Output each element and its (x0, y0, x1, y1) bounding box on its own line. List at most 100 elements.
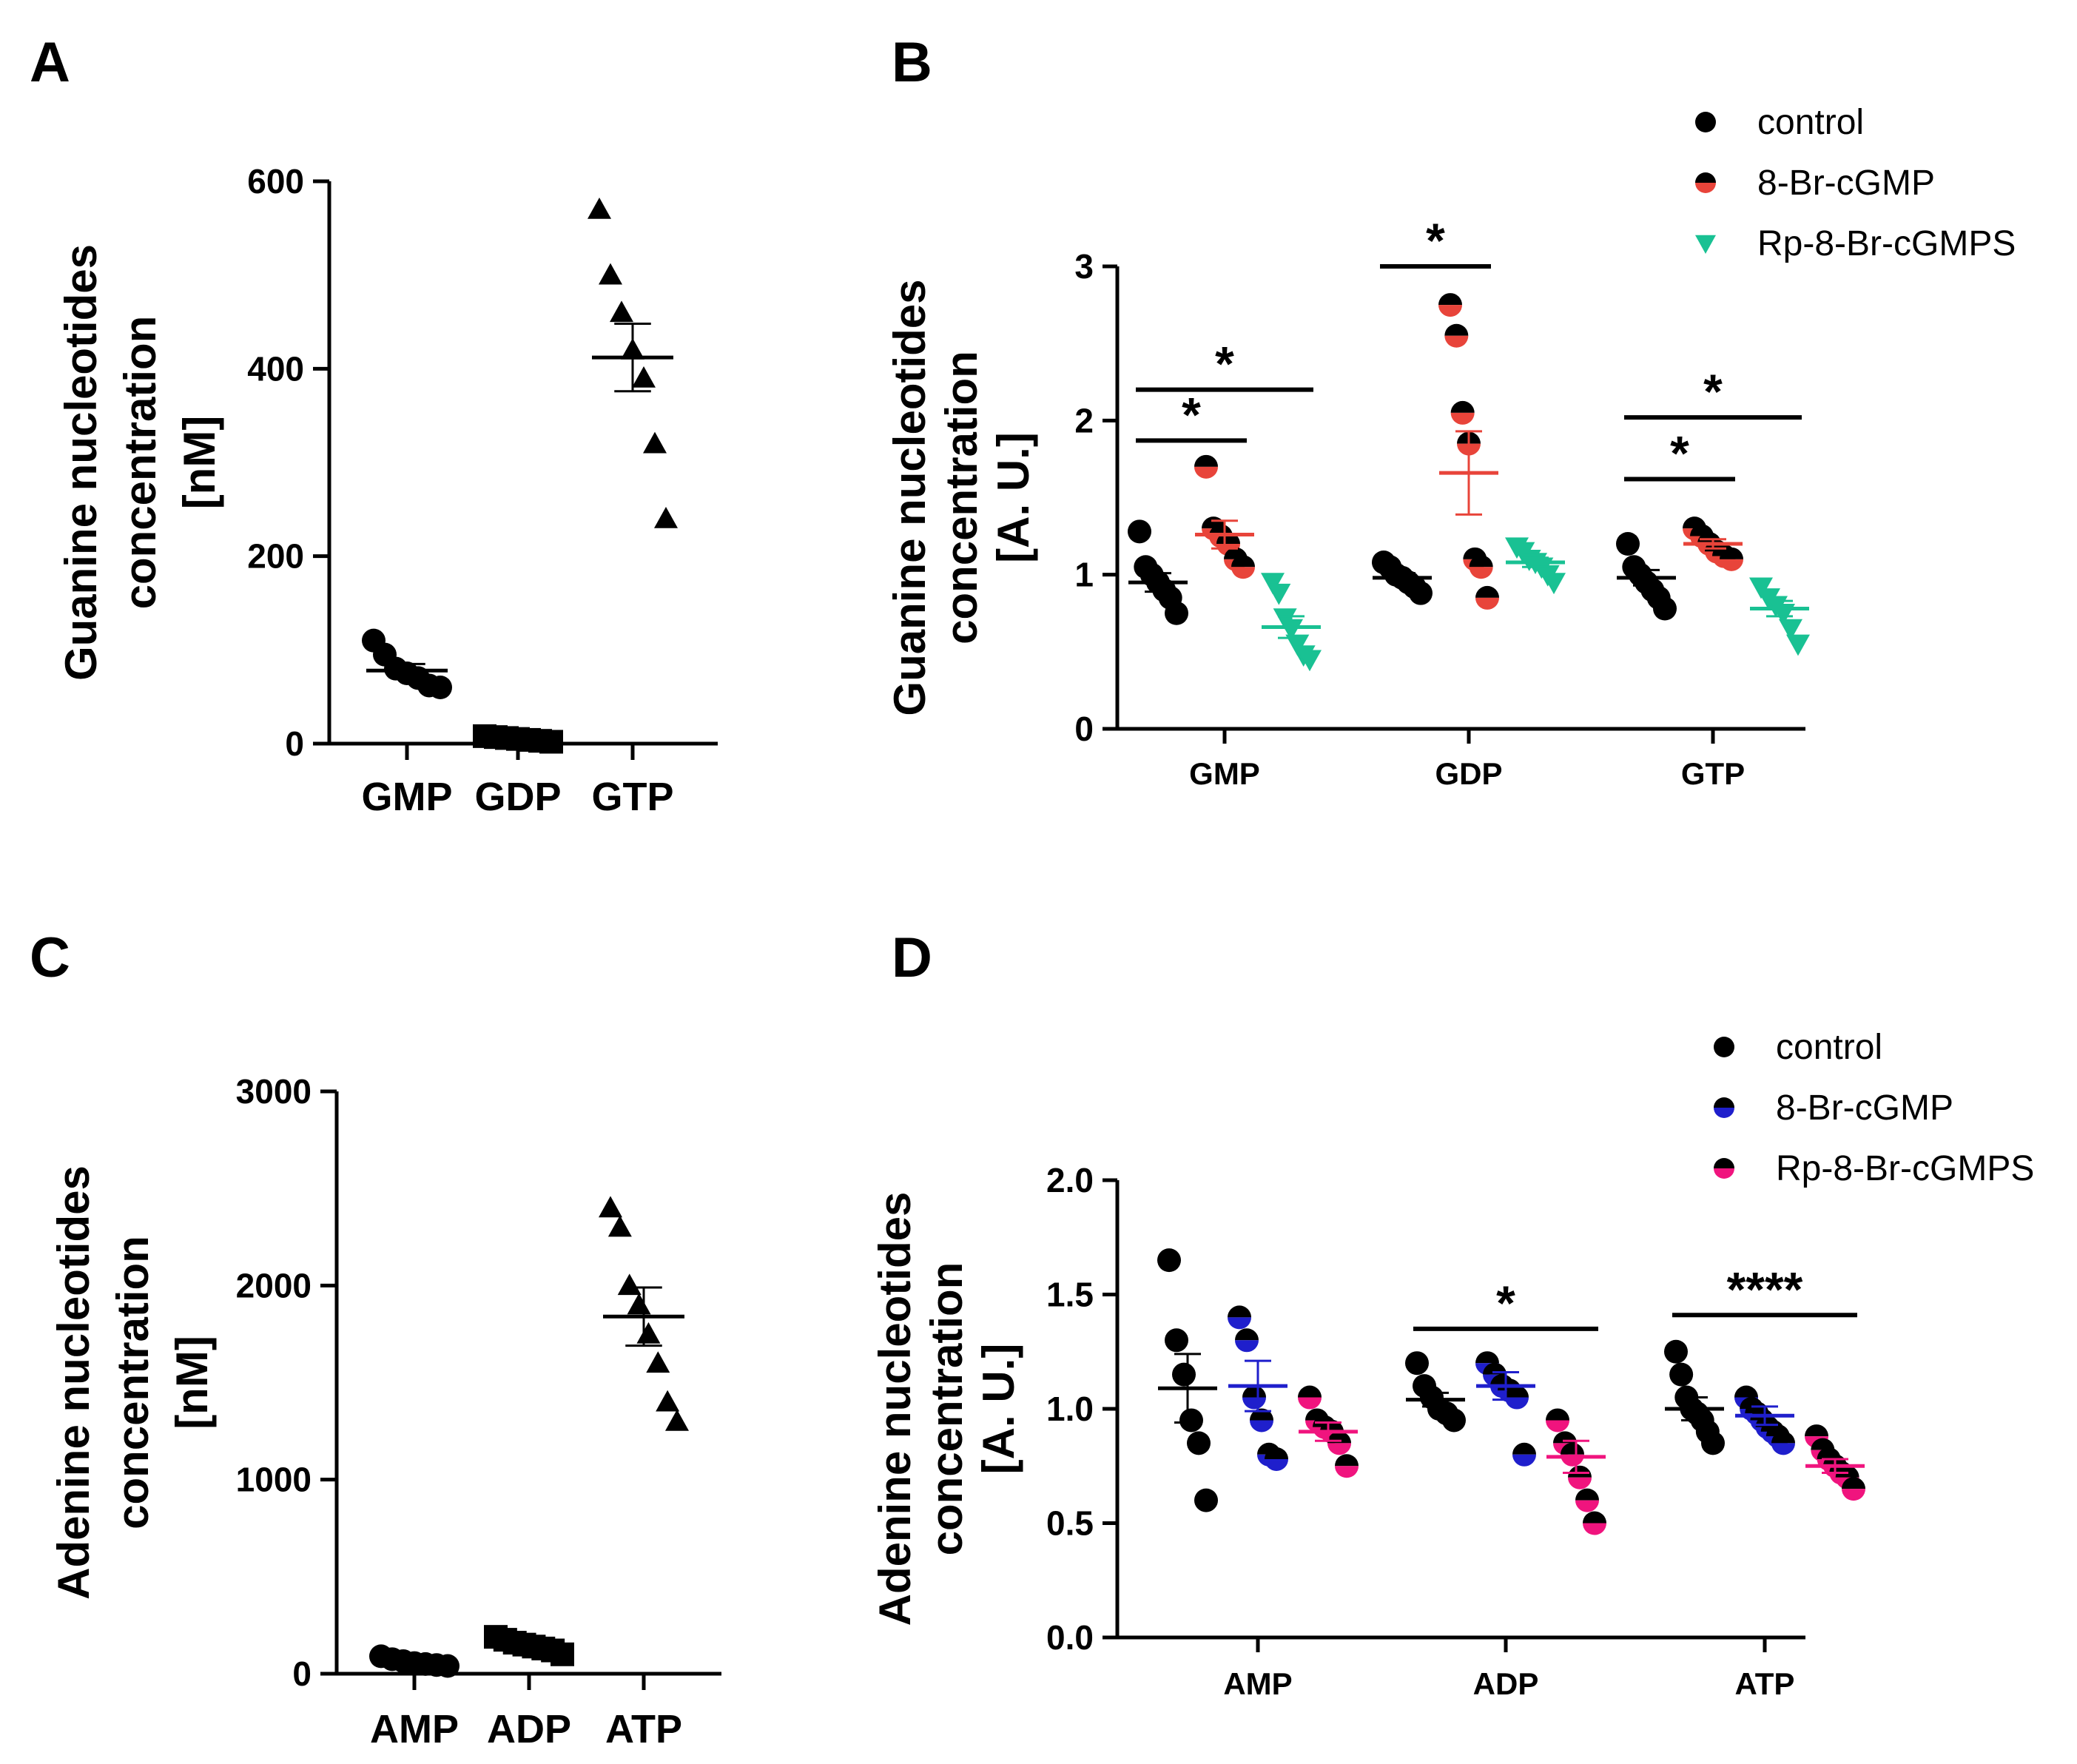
data-point (436, 1654, 460, 1678)
data-point (1616, 532, 1640, 556)
data-point (1235, 1340, 1259, 1353)
panel-C: C 0 1000 2000 3000 AMP ADP ATP Adenine nucleotid… (30, 926, 721, 1751)
y-tick-label: 1000 (236, 1461, 312, 1499)
data-point (1701, 1431, 1725, 1455)
x-tick-label: ATP (1735, 1666, 1795, 1701)
y-tick-label: 2000 (236, 1266, 312, 1305)
y-tick-label: 1.5 (1046, 1276, 1094, 1314)
legend: control 8-Br-cGMP Rp-8-Br-cGMPS (1695, 103, 2016, 263)
x-tick-label: GTP (591, 775, 673, 819)
significance-label: * (1215, 337, 1234, 391)
significance-label: * (1496, 1276, 1515, 1330)
y-axis-label: Guanine nucleotides (56, 244, 106, 681)
legend: control 8-Br-cGMP Rp-8-Br-cGMPS (1714, 1028, 2034, 1188)
data-point (1546, 1420, 1569, 1433)
data-point (1835, 1465, 1859, 1478)
data-point (1405, 1351, 1429, 1376)
data-point (617, 1273, 642, 1296)
data-point (1409, 581, 1433, 605)
legend-marker (1695, 112, 1716, 132)
significance-label: * (1426, 213, 1445, 268)
data-point (1194, 1488, 1218, 1512)
y-tick-label: 3000 (236, 1072, 312, 1111)
legend-marker (1695, 235, 1716, 254)
data-point (1285, 634, 1310, 656)
x-tick-label: AMP (370, 1707, 459, 1751)
data-point (1444, 323, 1469, 336)
legend-marker (1714, 1097, 1734, 1108)
y-tick-label: 0.5 (1046, 1504, 1094, 1543)
y-tick-label: 0 (292, 1654, 312, 1693)
y-tick-label: 2 (1074, 401, 1094, 440)
data-point (1231, 567, 1255, 579)
y-tick-label: 3 (1074, 247, 1094, 286)
y-tick-label: 200 (247, 537, 304, 576)
data-point (1786, 634, 1810, 656)
data-point (1469, 555, 1493, 568)
data-point (1561, 1442, 1584, 1455)
data-point (1128, 519, 1151, 544)
data-point (1267, 583, 1291, 605)
data-point (1235, 1328, 1259, 1341)
x-tick-label: AMP (1223, 1666, 1292, 1701)
data-point (1187, 1431, 1211, 1455)
data-point (428, 676, 452, 699)
data-point (1475, 1351, 1499, 1364)
x-tick-label: GMP (361, 775, 452, 819)
data-point (1771, 1431, 1795, 1444)
x-tick-label: ADP (1473, 1666, 1539, 1701)
panel-letter: D (892, 926, 932, 989)
legend-marker (1714, 1168, 1734, 1179)
data-point (599, 263, 622, 285)
data-point (1438, 293, 1462, 306)
y-axis-label: Adenine nucleotides (49, 1165, 98, 1600)
data-point (1327, 1443, 1351, 1455)
significance-label: **** (1727, 1262, 1803, 1316)
data-point (1475, 585, 1499, 598)
data-point (1172, 1362, 1196, 1387)
data-point (1231, 555, 1255, 568)
data-point (1194, 466, 1218, 479)
data-point (1771, 1443, 1795, 1455)
legend-label: 8-Br-cGMP (1757, 164, 1935, 203)
significance-label: * (1703, 364, 1723, 419)
data-point (1779, 619, 1802, 641)
data-point (610, 300, 633, 323)
y-axis-label: concentration (115, 316, 165, 610)
x-tick-label: ATP (605, 1707, 682, 1751)
data-point (632, 366, 656, 388)
data-point (599, 1196, 622, 1218)
data-point (1542, 573, 1566, 595)
data-point (1568, 1465, 1592, 1478)
data-point (1749, 577, 1773, 599)
data-point (1583, 1523, 1606, 1535)
data-point (1335, 1466, 1359, 1478)
data-point (1298, 1397, 1322, 1410)
legend-label: Rp-8-Br-cGMPS (1776, 1149, 2034, 1188)
panel-A: A 0 200 400 600 GMP GDP GTP Guanine nucleotides c… (30, 31, 718, 819)
data-point (1734, 1385, 1758, 1398)
data-point (1242, 1385, 1266, 1398)
data-point (1653, 596, 1677, 621)
panel-letter: B (892, 31, 932, 94)
significance-label: * (1182, 387, 1201, 442)
data-point (1842, 1477, 1865, 1489)
data-point (1475, 597, 1499, 610)
data-point (1669, 1362, 1694, 1387)
y-axis-label: [nM] (167, 1336, 217, 1430)
x-tick-label: GMP (1189, 756, 1260, 791)
legend-label: control (1776, 1028, 1882, 1067)
data-point (1157, 1248, 1181, 1273)
y-axis-label: concentration (937, 351, 986, 644)
legend-label: Rp-8-Br-cGMPS (1757, 224, 2016, 263)
data-point (1442, 1408, 1466, 1433)
data-point (636, 1322, 661, 1344)
y-axis-label: concentration (922, 1262, 972, 1556)
x-tick-label: GTP (1681, 756, 1745, 791)
y-axis-label: [A. U.] (989, 432, 1038, 563)
data-point (1450, 400, 1475, 413)
data-point (1842, 1489, 1865, 1501)
legend-marker (1714, 1158, 1734, 1168)
data-point (1250, 1420, 1273, 1433)
